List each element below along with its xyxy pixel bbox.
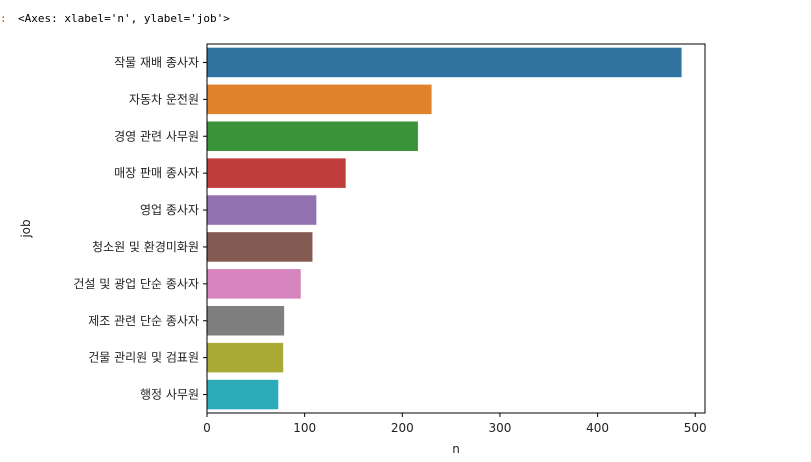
x-axis-label: n <box>452 442 460 456</box>
bar <box>207 342 284 373</box>
x-tick-label: 0 <box>203 421 211 435</box>
bars-group <box>207 47 682 410</box>
x-tick-label: 400 <box>586 421 609 435</box>
x-axis-ticks: 0 100 200 300 400 500 <box>203 413 707 435</box>
x-tick-label: 500 <box>684 421 707 435</box>
y-tick-label: 영업 종사자 <box>140 203 199 217</box>
bar <box>207 158 346 188</box>
axes-repr-text: <Axes: xlabel='n', ylabel='job'> <box>18 12 230 25</box>
bar <box>207 232 313 262</box>
y-tick-label: 건설 및 광업 단순 종사자 <box>73 277 199 291</box>
bar <box>207 195 317 225</box>
bar <box>207 47 682 78</box>
y-tick-label: 경영 관련 사무원 <box>114 129 199 143</box>
y-tick-label: 제조 관련 단순 종사자 <box>88 314 199 328</box>
y-tick-label: 건물 관리원 및 검표원 <box>88 351 199 365</box>
bar <box>207 121 418 152</box>
x-tick-label: 100 <box>293 421 316 435</box>
y-tick-label: 청소원 및 환경미화원 <box>92 240 199 254</box>
y-tick-label: 행정 사무원 <box>140 387 199 402</box>
plot-frame <box>206 43 706 414</box>
y-tick-label: 매장 판매 종사자 <box>114 166 199 180</box>
x-tick-label: 200 <box>391 421 414 435</box>
bar <box>207 305 285 336</box>
bar <box>207 84 432 115</box>
bar <box>207 379 279 410</box>
y-axis-label: job <box>19 219 33 238</box>
y-tick-label: 작물 재배 종사자 <box>114 55 199 69</box>
output-prompt-marker: : <box>0 12 7 25</box>
x-tick-label: 300 <box>488 421 511 435</box>
y-tick-label: 자동차 운전원 <box>129 92 199 106</box>
bar <box>207 269 301 299</box>
